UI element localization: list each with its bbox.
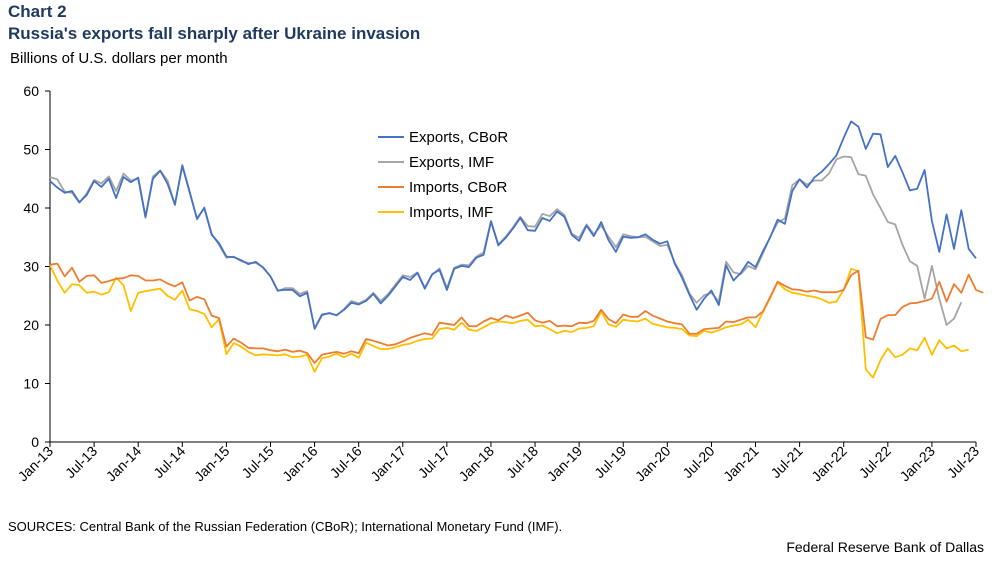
x-tick-label: Jul-17 [415,443,453,481]
y-tick-label: 0 [31,434,39,450]
x-tick-label: Jul-22 [856,443,894,481]
x-tick-label: Jul-13 [62,443,100,481]
series-line-imports-cbor [49,262,984,364]
x-tick-label: Jan-14 [103,443,145,485]
x-tick-label: Jan-17 [367,443,409,485]
x-tick-label: Jul-19 [591,443,629,481]
x-tick-label: Jan-22 [808,443,850,485]
y-tick-label: 40 [23,200,39,216]
series-line-imports-imf [49,264,969,379]
y-tick-label: 50 [23,142,39,158]
x-tick-label: Jul-23 [944,443,982,481]
legend-entry: Exports, IMF [409,154,494,171]
y-tick-label: 10 [23,376,39,392]
legend: Exports, CBoR Exports, IMF Imports, CBoR Im… [378,129,508,221]
x-tick-label: Jan-18 [455,443,497,485]
y-tick-label: 60 [23,83,39,99]
y-tick-label: 30 [23,259,39,275]
chart-title: Russia's exports fall sharply after Ukra… [8,24,421,43]
x-tick-label: Jul-21 [767,443,805,481]
x-tick-label: Jan-20 [632,443,674,485]
legend-entry: Exports, CBoR [409,129,508,146]
x-tick-label: Jan-15 [191,443,233,485]
x-tick-label: Jul-16 [327,443,365,481]
series-lines [49,120,984,379]
x-tick-label: Jan-16 [279,443,321,485]
x-tick-label: Jul-15 [238,443,276,481]
y-tick-label: 20 [23,317,39,333]
legend-entry: Imports, IMF [409,204,493,221]
legend-entry: Imports, CBoR [409,179,508,196]
credit-line: Federal Reserve Bank of Dallas [786,539,984,555]
sources-note: SOURCES: Central Bank of the Russian Fed… [8,519,563,534]
x-tick-label: Jan-19 [544,443,586,485]
x-tick-label: Jul-18 [503,443,541,481]
chart-number: Chart 2 [8,2,67,21]
x-tick-label: Jul-20 [679,443,717,481]
x-tick-label: Jan-21 [720,443,762,485]
x-tick-label: Jan-23 [896,443,938,485]
series-line-exports-cbor [49,120,977,330]
chart-subtitle: Billions of U.S. dollars per month [10,50,228,67]
x-tick-label: Jul-14 [150,443,188,481]
